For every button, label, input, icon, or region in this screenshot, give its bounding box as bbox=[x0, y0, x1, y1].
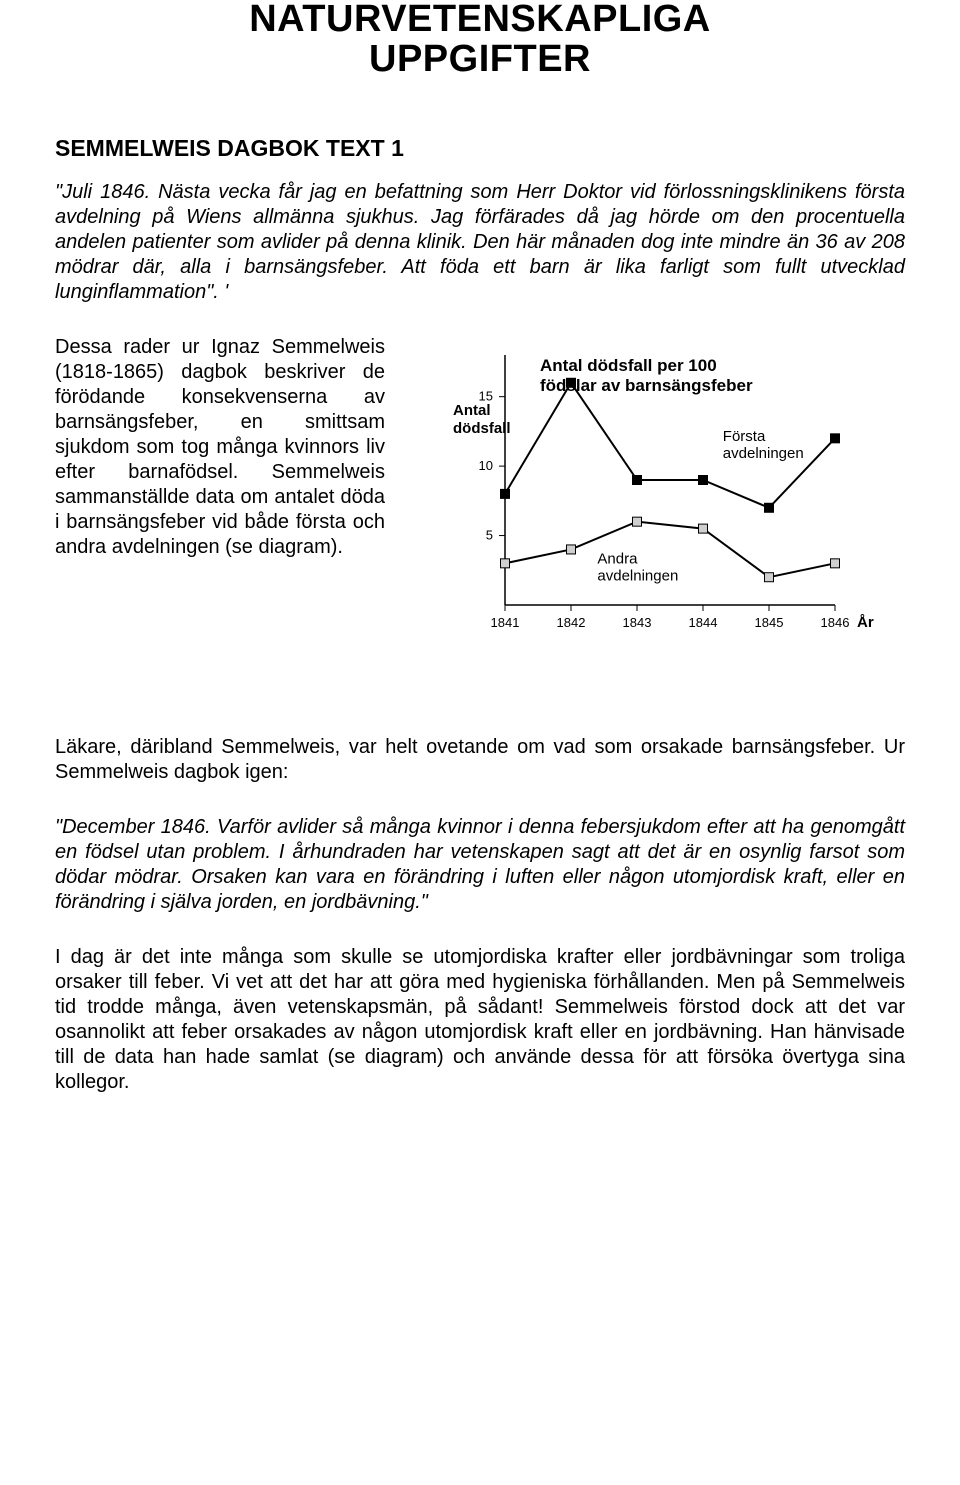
svg-text:1844: 1844 bbox=[689, 615, 718, 630]
title-line-1: NATURVETENSKAPLIGA bbox=[55, 0, 905, 40]
svg-text:Första: Första bbox=[723, 428, 766, 445]
svg-text:Andra: Andra bbox=[597, 550, 638, 567]
svg-text:10: 10 bbox=[479, 458, 493, 473]
quote-paragraph-1: "Juli 1846. Nästa vecka får jag en befat… bbox=[55, 180, 905, 305]
svg-text:1841: 1841 bbox=[491, 615, 520, 630]
svg-text:dödsfall: dödsfall bbox=[453, 420, 511, 437]
paragraph-3: I dag är det inte många som skulle se ut… bbox=[55, 945, 905, 1095]
title-line-2: UPPGIFTER bbox=[55, 40, 905, 80]
chart-container: 51015184118421843184418451846Antaldödsfa… bbox=[405, 335, 905, 675]
left-column-text: Dessa rader ur Ignaz Semmelweis (1818-18… bbox=[55, 335, 385, 560]
quote-paragraph-2: "December 1846. Varför avlider så många … bbox=[55, 815, 905, 915]
page-title: NATURVETENSKAPLIGA UPPGIFTER bbox=[55, 0, 905, 80]
svg-text:1843: 1843 bbox=[623, 615, 652, 630]
svg-text:1842: 1842 bbox=[557, 615, 586, 630]
section-subtitle: SEMMELWEIS DAGBOK TEXT 1 bbox=[55, 135, 905, 162]
paragraph-2: Läkare, däribland Semmelweis, var helt o… bbox=[55, 735, 905, 785]
svg-text:1846: 1846 bbox=[821, 615, 850, 630]
svg-text:1845: 1845 bbox=[755, 615, 784, 630]
svg-text:År: År bbox=[857, 614, 874, 631]
svg-text:avdelningen: avdelningen bbox=[723, 445, 804, 462]
svg-text:avdelningen: avdelningen bbox=[597, 567, 678, 584]
svg-text:5: 5 bbox=[486, 527, 493, 542]
svg-text:Antal dödsfall per 100: Antal dödsfall per 100 bbox=[540, 356, 717, 375]
svg-text:Antal: Antal bbox=[453, 402, 491, 419]
deaths-chart: 51015184118421843184418451846Antaldödsfa… bbox=[405, 335, 905, 675]
two-column-section: Dessa rader ur Ignaz Semmelweis (1818-18… bbox=[55, 335, 905, 675]
